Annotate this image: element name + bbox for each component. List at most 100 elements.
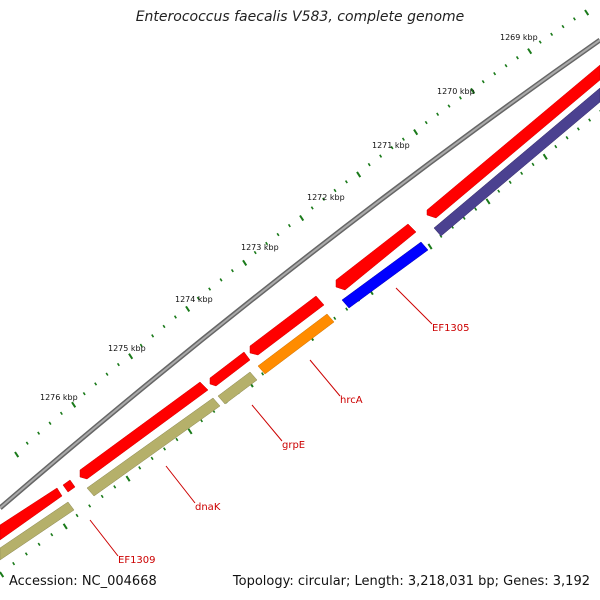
cds-ef1305-region[interactable] [426,64,600,219]
ruler-minor-tick [458,96,462,100]
cds-track [0,64,600,541]
ruler-minor-tick [59,411,63,416]
ruler-major-tick [413,129,419,136]
inner-minor-tick [150,456,154,461]
inner-minor-tick [163,447,167,451]
inner-minor-tick [554,144,558,149]
ruler-label-1272: 1272 kbp [307,193,345,202]
inner-minor-tick [24,552,28,556]
cds-ef1309-small[interactable] [62,479,76,493]
label-leader-lines [89,287,433,557]
gene-label-grpe[interactable]: grpE [282,440,305,451]
ruler-minor-tick [572,17,576,21]
inner-minor-tick [588,118,592,122]
ruler-minor-tick [276,232,280,237]
ruler-minor-tick [287,223,291,228]
ruler-minor-tick [25,441,29,445]
ruler-minor-tick [515,56,519,60]
inner-minor-tick [520,171,524,176]
ruler-minor-tick [173,315,177,319]
ruler-minor-tick [196,296,200,301]
ruler-label-1275: 1275 kbp [108,344,146,353]
inner-minor-tick [474,207,478,211]
cog-track [0,87,600,561]
ruler-minor-tick [447,104,451,108]
inner-major-tick [0,571,5,578]
map-title: Enterococcus faecalis V583, complete gen… [135,9,465,25]
genome-backbone [0,37,600,510]
ruler-label-1273: 1273 kbp [241,243,279,252]
gene-label-ef1309[interactable]: EF1309 [118,555,156,566]
cog-bar-olive-grpe[interactable] [217,371,258,405]
leader-ef1309 [89,519,119,557]
inner-minor-tick [88,504,92,508]
ruler-minor-tick [208,287,212,291]
cds-hrca[interactable] [249,295,325,356]
inner-minor-tick [497,189,501,193]
ruler-major-tick [14,451,20,458]
leader-ef1305 [395,287,433,325]
ruler-minor-tick [538,40,542,44]
ruler-minor-tick [94,382,98,386]
inner-major-tick [62,523,68,530]
leader-hrca [309,359,341,397]
cog-bar-navy[interactable] [433,87,600,237]
inner-major-tick [427,243,433,250]
ruler-minor-tick [105,372,109,376]
ruler-minor-tick [37,431,41,435]
cog-bar-blue[interactable] [341,241,429,309]
gene-label-dnak[interactable]: dnaK [195,502,221,513]
ruler-label-1270: 1270 kbp [437,87,475,96]
ruler-minor-tick [333,188,337,193]
cds-ef1309[interactable] [0,487,63,541]
ruler-minor-tick [219,278,223,282]
inner-major-tick [542,153,548,160]
ruler-label-1271: 1271 kbp [372,141,410,150]
cog-bar-olive-dnak[interactable] [86,397,221,497]
ruler-minor-tick [493,71,497,76]
cog-bar-olive-ef1309[interactable] [0,501,75,561]
ruler-minor-tick [504,63,508,68]
cog-bar-orange[interactable] [257,313,335,375]
ruler-major-tick [71,401,77,408]
gene-label-hrca[interactable]: hrcA [340,395,363,406]
gene-label-ef1305[interactable]: EF1305 [432,323,470,334]
ruler-major-tick [527,48,533,55]
inner-major-tick [187,428,193,435]
ruler-major-tick [128,353,134,360]
ruler-ticks [0,9,600,578]
inner-minor-tick [50,532,54,537]
inner-minor-tick [12,561,16,566]
ruler-labels: 1269 kbp 1270 kbp 1271 kbp 1272 kbp 1273… [40,33,538,402]
cds-grpe[interactable] [209,351,251,387]
ruler-major-tick [242,259,248,266]
ruler-minor-tick [82,391,86,396]
cds-ef1305[interactable] [335,223,417,291]
inner-minor-tick [345,307,349,311]
ruler-major-tick [356,171,362,178]
inner-major-tick [485,198,491,205]
gene-labels: EF1305 hrcA grpE dnaK EF1309 [118,323,470,566]
ruler-minor-tick [424,120,428,125]
ruler-minor-tick [48,421,52,425]
cds-dnak[interactable] [79,381,209,480]
ruler-minor-tick [139,343,143,348]
ruler-minor-tick [367,162,371,167]
ruler-minor-tick [379,154,383,158]
accession-text: Accession: NC_004668 [9,574,157,589]
inner-minor-tick [75,513,79,518]
ruler-minor-tick [162,324,166,329]
ruler-minor-tick [230,268,234,273]
ruler-minor-tick [390,145,394,150]
inner-minor-tick [531,162,535,167]
inner-minor-tick [100,494,104,499]
inner-minor-tick [565,136,569,140]
ruler-label-1274: 1274 kbp [175,295,213,304]
ruler-minor-tick [151,334,155,338]
ruler-major-tick [470,87,476,95]
inner-minor-tick [138,466,142,470]
topology-text: Topology: circular; Length: 3,218,031 bp… [232,574,590,589]
ruler-minor-tick [310,206,314,210]
inner-major-tick [125,475,131,482]
